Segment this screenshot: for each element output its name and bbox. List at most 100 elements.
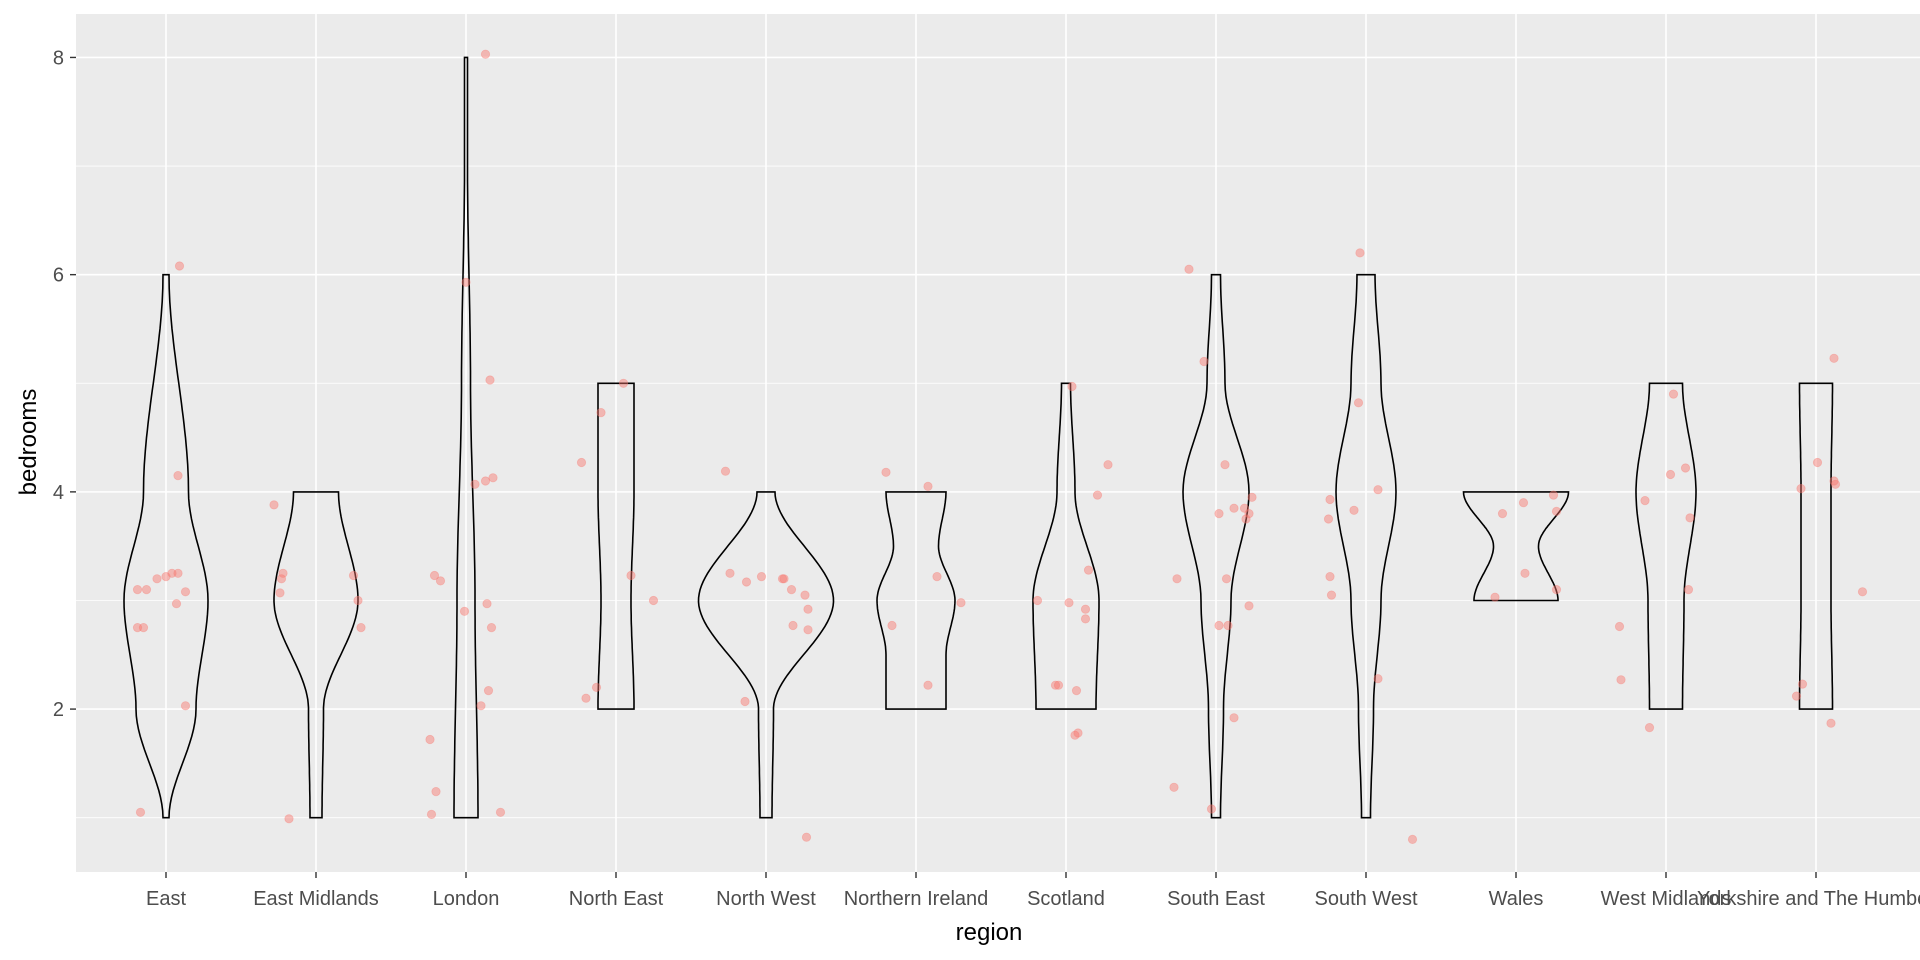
data-point: [1680, 463, 1691, 473]
data-point: [1229, 713, 1239, 723]
data-point: [1206, 804, 1217, 814]
data-point: [278, 568, 288, 578]
data-point: [740, 696, 750, 707]
data-point: [648, 595, 659, 606]
data-point: [1520, 568, 1530, 578]
x-tick-label: North West: [716, 888, 816, 910]
data-point: [1073, 728, 1083, 738]
data-point: [779, 574, 789, 584]
data-point: [353, 595, 363, 606]
data-point: [1797, 679, 1808, 689]
x-axis: East East Midlands London North East North W…: [146, 872, 1920, 910]
data-point: [275, 588, 285, 598]
data-point: [1640, 495, 1650, 506]
data-point: [429, 570, 440, 581]
data-point: [1349, 505, 1359, 515]
data-point: [1244, 601, 1254, 611]
data-point: [138, 622, 149, 633]
data-point: [348, 570, 359, 581]
violin-east-midlands: [273, 491, 359, 819]
data-point: [1373, 674, 1383, 684]
data-point: [480, 476, 491, 486]
data-point: [1614, 621, 1625, 632]
data-point: [141, 584, 152, 595]
data-point: [1355, 248, 1365, 258]
x-tick-label: Scotland: [1027, 888, 1105, 910]
data-point: [1791, 691, 1802, 701]
data-point: [425, 734, 435, 745]
data-point: [171, 599, 182, 609]
data-point: [1644, 722, 1655, 733]
data-point: [800, 590, 810, 600]
data-point: [1184, 264, 1194, 274]
data-point: [1229, 503, 1239, 513]
x-tick-label: Wales: [1489, 888, 1544, 910]
data-point: [1325, 494, 1335, 505]
data-point: [1032, 595, 1043, 606]
violin-south-west: [1335, 273, 1397, 819]
data-point: [581, 693, 591, 703]
data-point: [801, 832, 812, 842]
data-point: [459, 606, 470, 616]
data-point: [596, 407, 606, 418]
data-point: [626, 570, 636, 581]
data-point: [576, 457, 587, 468]
violin-west-midlands: [1635, 382, 1697, 710]
data-point: [777, 574, 788, 584]
data-point: [1829, 476, 1839, 486]
data-point: [483, 685, 494, 696]
y-axis: 2 4 6 8: [53, 47, 76, 721]
data-point: [932, 571, 942, 582]
y-tick-label: 8: [53, 47, 64, 69]
data-point: [1857, 587, 1868, 597]
data-point: [173, 568, 183, 578]
data-point: [480, 49, 491, 59]
data-point: [135, 807, 146, 817]
data-point: [788, 620, 798, 631]
data-point: [1497, 508, 1508, 519]
data-point: [461, 277, 471, 287]
data-point: [1070, 730, 1080, 740]
data-point: [132, 622, 143, 633]
data-point: [1214, 620, 1224, 631]
x-tick-label: Northern Ireland: [844, 888, 989, 910]
data-point: [1812, 457, 1823, 468]
data-point: [1829, 353, 1839, 363]
data-point: [1223, 620, 1233, 631]
data-point: [786, 584, 797, 595]
data-point: [269, 500, 279, 510]
data-point: [488, 473, 498, 483]
data-point: [741, 577, 752, 587]
data-point: [1092, 490, 1103, 500]
data-point: [173, 470, 183, 481]
panel-background: [76, 14, 1920, 872]
data-point: [1683, 584, 1694, 595]
data-point: [180, 587, 191, 597]
x-axis-title: region: [956, 919, 1023, 946]
data-point: [1407, 834, 1418, 845]
y-axis-title: bedrooms: [15, 389, 42, 496]
data-point: [1551, 506, 1562, 516]
x-tick-label: South East: [1167, 888, 1265, 910]
data-point: [618, 378, 629, 388]
data-point: [725, 568, 735, 578]
data-point: [1373, 485, 1383, 495]
data-point: [486, 622, 497, 633]
grid-lines: [76, 14, 1920, 872]
y-tick-label: 4: [53, 482, 64, 504]
data-point: [923, 680, 933, 690]
data-point: [720, 466, 731, 476]
data-point: [495, 807, 506, 817]
violin-yorkshire-and-the-humber: [1798, 382, 1834, 710]
data-point: [356, 622, 366, 633]
data-point: [1616, 675, 1626, 685]
violins: [123, 56, 1834, 819]
y-tick-label: 6: [53, 265, 64, 287]
data-point: [1172, 574, 1182, 584]
data-point: [1064, 598, 1074, 608]
data-point: [426, 809, 437, 820]
x-tick-label: London: [433, 888, 500, 910]
violin-wales: [1462, 491, 1570, 602]
x-tick-label: East Midlands: [253, 888, 379, 910]
